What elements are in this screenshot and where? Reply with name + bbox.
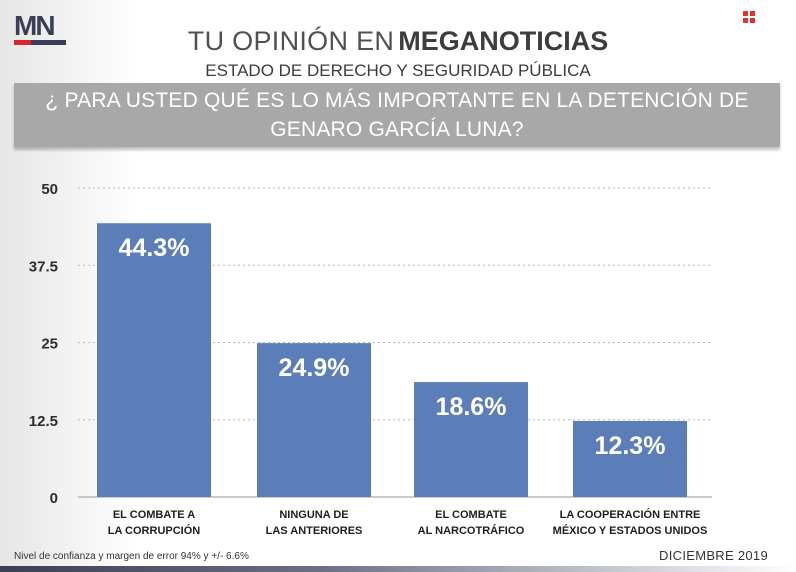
bar <box>573 420 687 497</box>
bar <box>414 382 528 497</box>
logo-text: MN <box>14 10 56 41</box>
page-subtitle: ESTADO DE DERECHO Y SEGURIDAD PÚBLICA <box>205 61 591 80</box>
x-category-label: LA CORRUPCIÓN <box>108 524 201 537</box>
date-label: DICIEMBRE 2019 <box>659 548 768 563</box>
bar <box>97 223 211 497</box>
bar <box>257 343 371 497</box>
page-title: TU OPINIÓN EN MEGANOTICIAS <box>0 26 796 57</box>
y-tick-label: 12.5 <box>29 413 58 430</box>
y-tick-label: 37.5 <box>29 258 58 275</box>
confidence-footnote: Nivel de confianza y margen de error 94%… <box>14 551 249 562</box>
title-bold: MEGANOTICIAS <box>398 26 609 56</box>
question-banner: ¿ PARA USTED QUÉ ES LO MÁS IMPORTANTE EN… <box>14 83 780 147</box>
question-text: ¿ PARA USTED QUÉ ES LO MÁS IMPORTANTE EN… <box>45 89 749 141</box>
y-tick-label: 0 <box>50 490 58 507</box>
x-category-label: EL COMBATE <box>435 509 507 521</box>
bar-value-label: 24.9% <box>279 354 350 382</box>
bar-value-label: 12.3% <box>595 432 666 460</box>
grid-icon <box>743 11 755 23</box>
bottom-strip <box>0 566 796 572</box>
y-tick-label: 25 <box>41 336 58 353</box>
x-category-label: AL NARCOTRÁFICO <box>418 524 525 537</box>
x-category-label: MÉXICO Y ESTADOS UNIDOS <box>553 524 708 537</box>
y-tick-label: 50 <box>41 181 58 198</box>
x-category-label: NINGUNA DE <box>279 509 348 521</box>
meganoticias-logo: MN <box>14 10 66 45</box>
title-light: TU OPINIÓN EN <box>187 26 395 56</box>
bar-value-label: 18.6% <box>436 393 507 421</box>
logo-underline <box>14 40 66 45</box>
x-category-label: LAS ANTERIORES <box>266 525 363 537</box>
bar-value-label: 44.3% <box>119 234 190 262</box>
x-category-label: EL COMBATE A <box>113 509 195 521</box>
x-category-label: LA COOPERACIÓN ENTRE <box>560 508 701 521</box>
